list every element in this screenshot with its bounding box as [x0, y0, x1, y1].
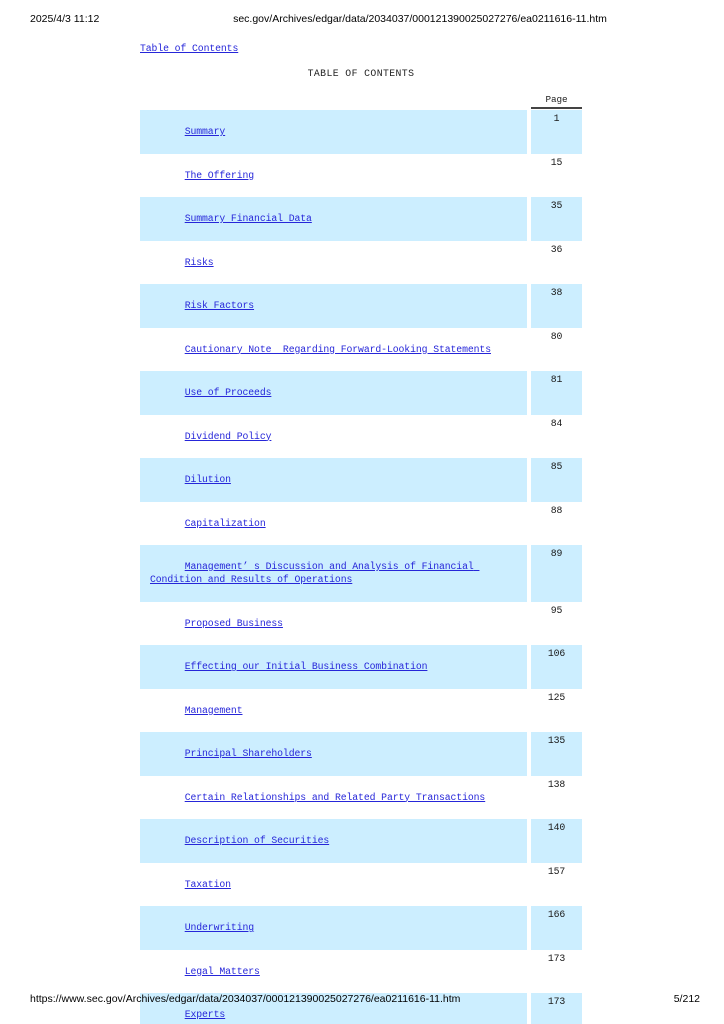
print-footer-page-indicator: 5/212 [673, 993, 700, 1005]
toc-entry-link[interactable]: Summary [184, 126, 226, 137]
toc-entry-cell: The Offering [140, 154, 527, 198]
toc-entry-link[interactable]: Management [184, 704, 243, 716]
toc-header-row: Page [140, 93, 582, 109]
toc-entry-link[interactable]: Summary Financial Data [184, 213, 312, 224]
table-row: Proposed Business 95 [140, 602, 582, 646]
toc-entry-link[interactable]: Certain Relationships and Related Party … [184, 791, 486, 803]
toc-entry-link[interactable]: Taxation [184, 878, 231, 890]
table-row: Capitalization 88 [140, 502, 582, 546]
page-column-header: Page [531, 93, 582, 109]
toc-entry-cell: Underwriting [140, 906, 527, 950]
toc-entry-link[interactable]: Cautionary Note Regarding Forward-Lookin… [184, 343, 491, 355]
table-row: Dilution 85 [140, 458, 582, 502]
toc-entry-cell: Experts [140, 993, 527, 1024]
table-row: Cautionary Note Regarding Forward-Lookin… [140, 328, 582, 372]
toc-entry-link[interactable]: Effecting our Initial Business Combinati… [184, 661, 428, 672]
table-row: The Offering 15 [140, 154, 582, 198]
toc-entry-cell: Description of Securities [140, 819, 527, 863]
toc-entry-link[interactable]: Use of Proceeds [184, 387, 272, 398]
toc-entry-cell: Risks [140, 241, 527, 285]
toc-page-number: 95 [550, 604, 563, 616]
toc-table: Summary 1 The Offering 15 Summary Financ… [140, 110, 582, 1024]
toc-page-number: 125 [547, 691, 566, 703]
toc-page-number: 80 [550, 330, 563, 342]
toc-page-number: 173 [547, 952, 566, 964]
toc-page-number: 85 [531, 458, 582, 502]
page-title: TABLE OF CONTENTS [307, 68, 415, 79]
toc-entry-link[interactable]: Principal Shareholders [184, 748, 312, 759]
table-row: Summary Financial Data 35 [140, 197, 582, 241]
toc-entry-link[interactable]: Risks [184, 256, 214, 268]
toc-page-number: 35 [531, 197, 582, 241]
toc-page-number: 81 [531, 371, 582, 415]
toc-page-number: 84 [550, 417, 563, 429]
toc-header-spacer [140, 93, 527, 109]
toc-entry-cell: Cautionary Note Regarding Forward-Lookin… [140, 328, 527, 372]
toc-entry-link[interactable]: Experts [184, 1009, 226, 1020]
toc-page-number: 138 [547, 778, 566, 790]
table-row: Description of Securities 140 [140, 819, 582, 863]
toc-entry-link[interactable]: Risk Factors [184, 300, 255, 311]
document-content: Table of Contents TABLE OF CONTENTS Page… [140, 42, 582, 1024]
toc-page-number: 173 [531, 993, 582, 1024]
print-footer-url: https://www.sec.gov/Archives/edgar/data/… [30, 993, 461, 1005]
table-row: Dividend Policy 84 [140, 415, 582, 459]
toc-entry-cell: Capitalization [140, 502, 527, 546]
toc-page-number: 135 [531, 732, 582, 776]
toc-page-number: 166 [531, 906, 582, 950]
toc-page-number: 88 [550, 504, 563, 516]
toc-entry-cell: Dilution [140, 458, 527, 502]
toc-entry-link[interactable]: Dilution [184, 474, 231, 485]
table-row: Experts 173 [140, 993, 582, 1024]
table-row: Certain Relationships and Related Party … [140, 776, 582, 820]
toc-entry-link[interactable]: Capitalization [184, 517, 266, 529]
toc-page-number: 89 [531, 545, 582, 602]
toc-entry-link[interactable]: Dividend Policy [184, 430, 272, 442]
toc-entry-cell: Dividend Policy [140, 415, 527, 459]
table-row: Summary 1 [140, 110, 582, 154]
toc-page-number: 106 [531, 645, 582, 689]
print-header-datetime: 2025/4/3 11:12 [30, 13, 100, 25]
print-header-title: sec.gov/Archives/edgar/data/2034037/0001… [233, 13, 607, 25]
table-row: Risks 36 [140, 241, 582, 285]
table-row: Underwriting 166 [140, 906, 582, 950]
toc-entry-link[interactable]: Management’ s Discussion and Analysis of… [150, 561, 480, 585]
table-row: Principal Shareholders 135 [140, 732, 582, 776]
toc-page-number: 157 [547, 865, 566, 877]
table-row: Management’ s Discussion and Analysis of… [140, 545, 582, 602]
toc-entry-cell: Management’ s Discussion and Analysis of… [140, 545, 527, 602]
table-row: Management 125 [140, 689, 582, 733]
toc-entry-cell: Summary [140, 110, 527, 154]
toc-entry-cell: Risk Factors [140, 284, 527, 328]
table-row: Use of Proceeds 81 [140, 371, 582, 415]
toc-entry-cell: Legal Matters [140, 950, 527, 994]
toc-entry-cell: Summary Financial Data [140, 197, 527, 241]
table-row: Risk Factors 38 [140, 284, 582, 328]
toc-page-number: 15 [550, 156, 563, 168]
toc-entry-cell: Certain Relationships and Related Party … [140, 776, 527, 820]
table-row: Effecting our Initial Business Combinati… [140, 645, 582, 689]
table-of-contents-top-link[interactable]: Table of Contents [140, 43, 239, 54]
toc-entry-link[interactable]: Description of Securities [184, 835, 330, 846]
toc-entry-cell: Use of Proceeds [140, 371, 527, 415]
toc-page-number: 140 [531, 819, 582, 863]
toc-page-number: 36 [550, 243, 563, 255]
toc-entry-cell: Effecting our Initial Business Combinati… [140, 645, 527, 689]
toc-entry-link[interactable]: Legal Matters [184, 965, 260, 977]
toc-entry-cell: Taxation [140, 863, 527, 907]
toc-page-number: 1 [531, 110, 582, 154]
toc-entry-link[interactable]: Proposed Business [184, 617, 283, 629]
toc-entry-link[interactable]: Underwriting [184, 922, 255, 933]
toc-entry-cell: Principal Shareholders [140, 732, 527, 776]
table-row: Taxation 157 [140, 863, 582, 907]
toc-entry-cell: Management [140, 689, 527, 733]
toc-entry-cell: Proposed Business [140, 602, 527, 646]
table-row: Legal Matters 173 [140, 950, 582, 994]
toc-entry-link[interactable]: The Offering [184, 169, 255, 181]
toc-page-number: 38 [531, 284, 582, 328]
